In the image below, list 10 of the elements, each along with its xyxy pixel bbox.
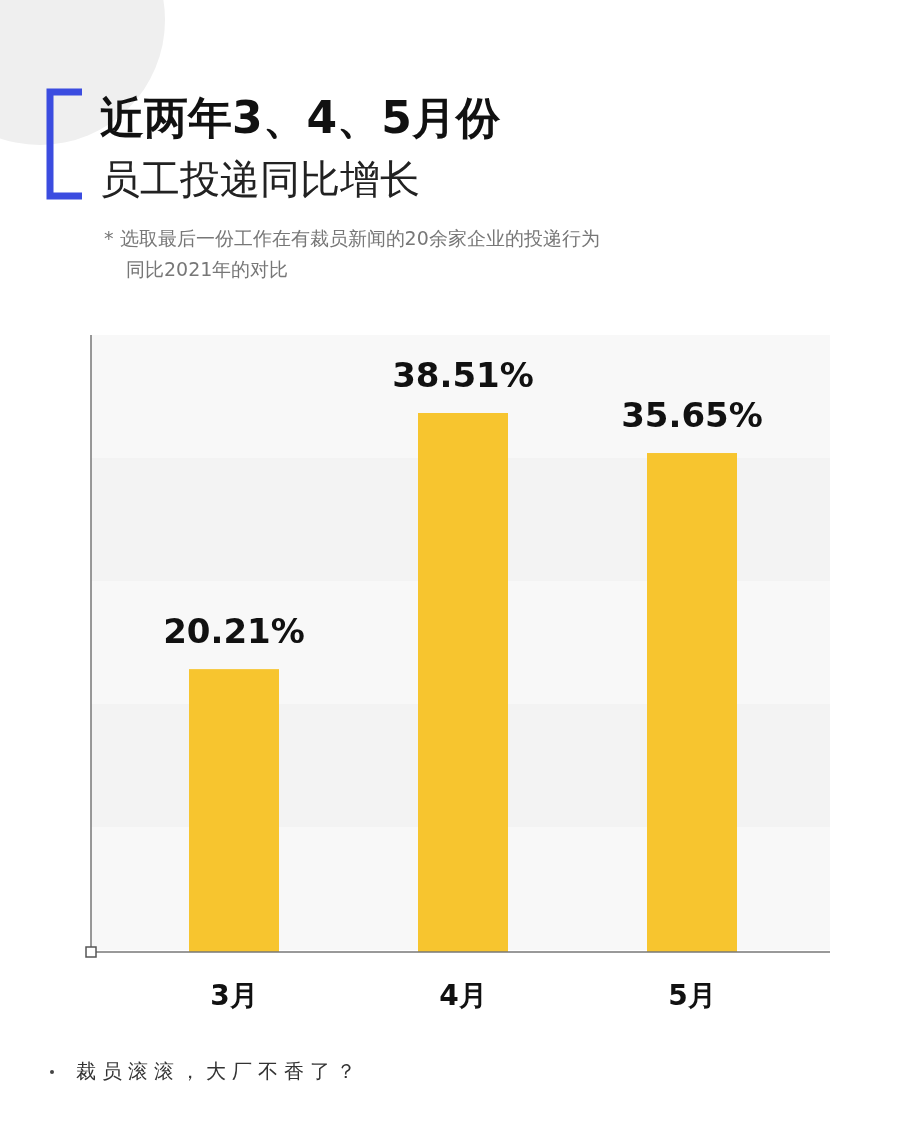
data-label: 35.65% xyxy=(621,395,763,436)
text: * 选取最后一份工作在有裁员新闻的20余家企业的投递行为同比2021年的对比 xyxy=(104,227,600,280)
x-tick-label: 3月 xyxy=(210,979,258,1012)
x-tick-label: 5月 xyxy=(668,979,716,1012)
data-label: 38.51% xyxy=(392,355,534,395)
x-tick-label: 4月 xyxy=(439,979,487,1012)
text: 裁员滚滚，大厂不香了？ xyxy=(76,1059,362,1083)
chart-title: 近两年3、4、5月份 xyxy=(100,92,501,143)
data-label: 20.21% xyxy=(163,611,305,652)
chart-subtitle: 员工投递同比增长 xyxy=(100,156,420,202)
